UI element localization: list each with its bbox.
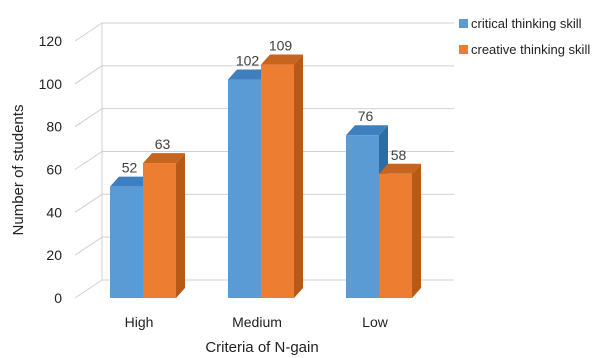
y-tick-label-20: 20 xyxy=(46,247,62,263)
y-axis-ticks: 0 20 40 60 80 100 120 xyxy=(39,33,63,306)
legend-swatch-creative xyxy=(459,44,468,54)
x-axis-ticks: High Medium Low xyxy=(125,314,389,330)
x-tick-label-1: Medium xyxy=(232,314,282,330)
data-label-0-2: 76 xyxy=(358,108,374,124)
bar-side-1-1 xyxy=(294,54,303,298)
y-tick-label-120: 120 xyxy=(39,33,63,49)
bar-side-1-0 xyxy=(176,153,185,298)
legend-label-creative: creative thinking skill xyxy=(471,41,591,57)
bar-0-1 xyxy=(228,79,261,298)
legend-label-critical: critical thinking skill xyxy=(471,15,582,31)
data-label-1-0: 63 xyxy=(155,136,171,152)
gridline-depth-0 xyxy=(74,279,103,299)
bar-top-1-2 xyxy=(379,163,421,174)
bar-top-0-1 xyxy=(228,69,270,80)
x-axis-title: Criteria of N-gain xyxy=(205,339,318,356)
bar-side-1-2 xyxy=(412,163,421,298)
gridline-depth-120 xyxy=(74,22,103,42)
bar-0-0 xyxy=(110,186,143,298)
data-labels: 52 63 102 109 76 58 xyxy=(122,38,407,176)
x-tick-label-0: High xyxy=(125,314,154,330)
bar-top-1-1 xyxy=(261,54,303,65)
data-label-1-1: 109 xyxy=(269,38,293,54)
legend-swatch-critical xyxy=(459,18,468,28)
bar-0-2 xyxy=(346,135,379,298)
gridline-depth-60 xyxy=(74,151,103,170)
bar-top-0-0 xyxy=(110,176,152,187)
y-tick-label-100: 100 xyxy=(39,76,63,92)
y-axis-title: Number of students xyxy=(10,105,27,236)
y-tick-label-60: 60 xyxy=(46,162,62,178)
gridline-depth-100 xyxy=(74,65,103,85)
legend-item-creative-thinking: creative thinking skill xyxy=(459,36,590,62)
legend-item-critical-thinking: critical thinking skill xyxy=(459,10,590,36)
y-tick-label-80: 80 xyxy=(46,119,62,135)
bar-top-0-2 xyxy=(346,125,388,136)
gridline-depth-80 xyxy=(74,108,103,128)
data-label-1-2: 58 xyxy=(391,147,407,163)
data-label-0-1: 102 xyxy=(236,53,260,69)
bar-1-2 xyxy=(379,173,412,298)
bar-1-1 xyxy=(261,64,294,298)
gridline-depth-40 xyxy=(74,193,103,213)
bar-top-1-0 xyxy=(143,153,185,164)
x-tick-label-2: Low xyxy=(362,314,389,330)
legend: critical thinking skill creative thinkin… xyxy=(459,10,590,62)
data-label-0-0: 52 xyxy=(122,160,138,176)
bars xyxy=(110,54,421,298)
bar-1-0 xyxy=(143,163,176,298)
gridline-depth-20 xyxy=(74,236,103,256)
y-tick-label-0: 0 xyxy=(54,290,62,306)
y-tick-label-40: 40 xyxy=(46,204,62,220)
